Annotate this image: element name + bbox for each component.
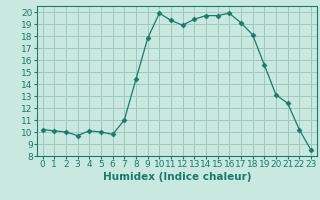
X-axis label: Humidex (Indice chaleur): Humidex (Indice chaleur) [102,172,251,182]
